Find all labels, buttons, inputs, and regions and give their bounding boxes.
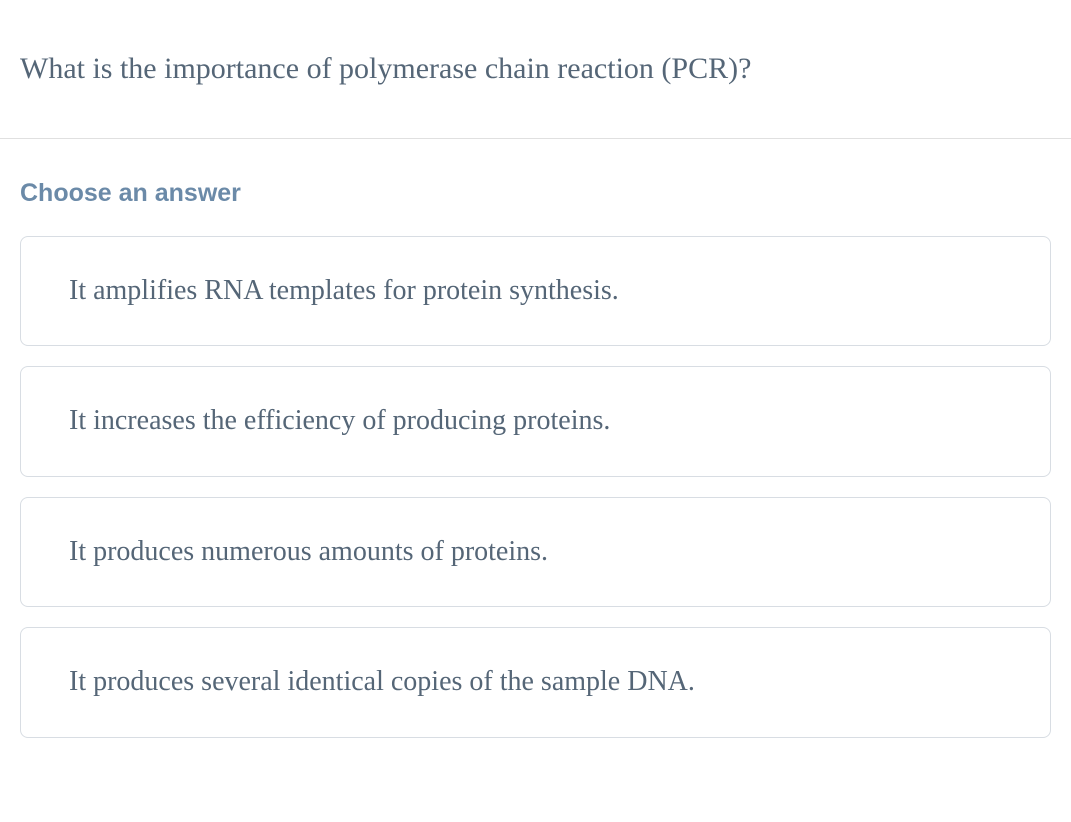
answer-text: It produces several identical copies of … <box>69 664 1002 700</box>
answers-section: Choose an answer It amplifies RNA templa… <box>0 139 1071 778</box>
answer-option-a[interactable]: It amplifies RNA templates for protein s… <box>20 236 1051 346</box>
answer-text: It amplifies RNA templates for protein s… <box>69 273 1002 309</box>
answer-text: It increases the efficiency of producing… <box>69 403 1002 439</box>
answer-option-d[interactable]: It produces several identical copies of … <box>20 627 1051 737</box>
choose-answer-label: Choose an answer <box>20 179 1051 208</box>
answer-text: It produces numerous amounts of proteins… <box>69 534 1002 570</box>
question-text: What is the importance of polymerase cha… <box>20 48 1051 90</box>
answer-option-b[interactable]: It increases the efficiency of producing… <box>20 366 1051 476</box>
question-section: What is the importance of polymerase cha… <box>0 0 1071 139</box>
answer-option-c[interactable]: It produces numerous amounts of proteins… <box>20 497 1051 607</box>
